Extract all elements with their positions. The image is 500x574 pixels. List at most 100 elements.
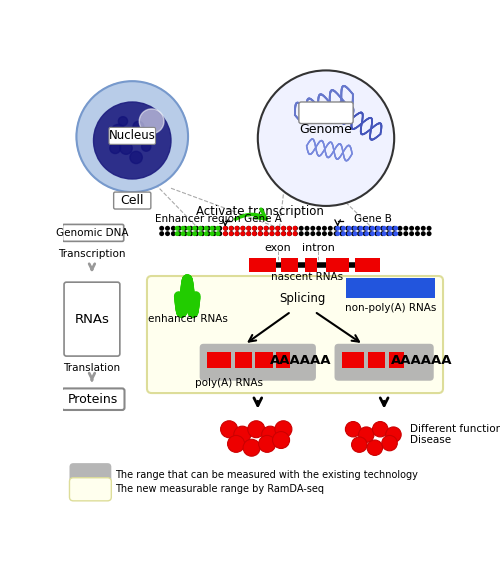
Text: Genome: Genome <box>300 123 352 136</box>
Circle shape <box>258 226 263 231</box>
Circle shape <box>240 226 246 231</box>
Circle shape <box>186 231 192 236</box>
Circle shape <box>235 226 240 231</box>
Text: The range that can be measured with the existing technology: The range that can be measured with the … <box>115 470 418 480</box>
Circle shape <box>200 231 205 236</box>
Circle shape <box>335 231 340 236</box>
Bar <box>356 258 380 272</box>
Circle shape <box>270 226 274 231</box>
Circle shape <box>258 226 262 231</box>
Text: exon: exon <box>264 243 291 253</box>
Circle shape <box>368 231 374 236</box>
Circle shape <box>304 226 310 231</box>
Bar <box>234 352 252 367</box>
Circle shape <box>174 226 180 231</box>
Circle shape <box>212 226 216 231</box>
Circle shape <box>347 231 352 236</box>
Circle shape <box>415 226 420 231</box>
Circle shape <box>182 231 188 236</box>
Text: Nucleus: Nucleus <box>109 129 156 142</box>
Circle shape <box>186 226 192 231</box>
Text: The new measurable range by RamDA-seq: The new measurable range by RamDA-seq <box>115 484 324 494</box>
Circle shape <box>398 231 402 236</box>
Circle shape <box>174 231 180 236</box>
Circle shape <box>264 231 269 236</box>
Circle shape <box>192 226 197 231</box>
Circle shape <box>328 226 332 231</box>
Circle shape <box>316 226 321 231</box>
Circle shape <box>370 231 375 236</box>
Circle shape <box>298 231 304 236</box>
Circle shape <box>382 231 386 236</box>
Circle shape <box>346 421 361 437</box>
FancyBboxPatch shape <box>64 282 120 356</box>
Circle shape <box>228 226 234 231</box>
Circle shape <box>364 226 369 231</box>
Circle shape <box>316 231 321 236</box>
Circle shape <box>198 231 203 236</box>
Circle shape <box>223 231 228 236</box>
Circle shape <box>246 226 251 231</box>
Circle shape <box>223 226 228 231</box>
Circle shape <box>415 231 420 236</box>
Circle shape <box>110 143 120 154</box>
Circle shape <box>426 226 432 231</box>
Circle shape <box>223 231 228 236</box>
Circle shape <box>286 231 292 236</box>
FancyBboxPatch shape <box>62 389 124 410</box>
Circle shape <box>374 226 379 231</box>
Circle shape <box>362 226 368 231</box>
Circle shape <box>275 421 292 438</box>
Text: RNAs: RNAs <box>74 313 110 325</box>
Circle shape <box>282 226 286 231</box>
Circle shape <box>404 231 408 236</box>
Circle shape <box>287 231 292 236</box>
Circle shape <box>404 226 408 231</box>
FancyBboxPatch shape <box>109 127 156 144</box>
Circle shape <box>234 226 240 231</box>
Circle shape <box>182 226 188 231</box>
Circle shape <box>275 226 280 231</box>
Circle shape <box>240 231 245 236</box>
Circle shape <box>139 109 164 134</box>
FancyBboxPatch shape <box>200 344 316 381</box>
Circle shape <box>368 226 374 231</box>
Bar <box>281 258 298 272</box>
Circle shape <box>362 231 368 236</box>
Circle shape <box>194 226 199 231</box>
Circle shape <box>210 231 214 236</box>
Text: Proteins: Proteins <box>68 393 118 406</box>
Circle shape <box>210 226 214 231</box>
Circle shape <box>252 226 257 231</box>
Circle shape <box>347 226 352 231</box>
Circle shape <box>345 226 350 231</box>
Circle shape <box>76 81 188 192</box>
FancyArrowPatch shape <box>236 209 266 219</box>
Circle shape <box>358 427 374 443</box>
Circle shape <box>212 231 216 236</box>
Bar <box>342 352 364 367</box>
Circle shape <box>234 231 240 236</box>
Bar <box>326 258 349 272</box>
Circle shape <box>345 231 350 236</box>
Circle shape <box>426 231 432 236</box>
Circle shape <box>270 231 274 236</box>
Circle shape <box>340 226 344 231</box>
Circle shape <box>188 231 193 236</box>
Circle shape <box>370 226 375 231</box>
Circle shape <box>204 226 208 231</box>
Circle shape <box>246 226 252 231</box>
Text: Genomic DNA: Genomic DNA <box>56 228 129 238</box>
Circle shape <box>246 231 251 236</box>
Circle shape <box>228 231 234 236</box>
Circle shape <box>334 231 338 236</box>
Circle shape <box>392 231 396 236</box>
Circle shape <box>262 426 278 443</box>
FancyBboxPatch shape <box>114 192 151 209</box>
Bar <box>208 352 231 367</box>
Circle shape <box>176 226 182 231</box>
Circle shape <box>258 436 276 452</box>
Circle shape <box>144 130 152 138</box>
Circle shape <box>376 231 381 236</box>
Circle shape <box>358 226 364 231</box>
